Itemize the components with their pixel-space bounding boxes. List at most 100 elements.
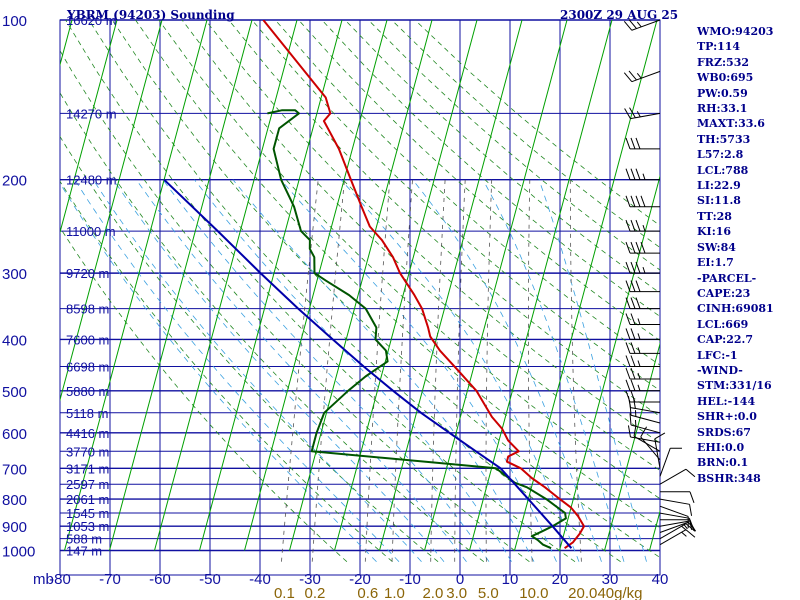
isotherm: [154, 20, 298, 551]
mixing-ratio-line: [528, 179, 533, 562]
wind-barb: [659, 498, 693, 516]
pressure-tick-label: 500: [2, 384, 27, 401]
isotherm: [424, 20, 568, 551]
mixing-ratio-line: [391, 179, 413, 562]
barb-flag: [640, 241, 646, 254]
profiles: [163, 20, 585, 550]
barb-flag: [689, 504, 693, 516]
dry-adiabat: [205, 20, 660, 444]
barb-flag: [630, 137, 636, 150]
barb-flag: [689, 491, 695, 503]
mixing-ratio-line: [569, 179, 582, 562]
dry-adiabat: [181, 20, 660, 471]
barb-flag: [687, 521, 697, 532]
height-label: 7600 m: [66, 332, 109, 347]
index-line: KI:16: [697, 225, 732, 239]
wind-barbs: [623, 19, 697, 546]
dry-adiabat: [60, 180, 393, 563]
wind-barb: [624, 107, 661, 120]
barb-flag: [628, 19, 637, 29]
height-label: 11000 m: [66, 224, 116, 239]
barb-half-flag: [637, 347, 641, 354]
isotherm: [109, 20, 253, 551]
barb-flag: [627, 425, 631, 438]
index-line: CAPE:23: [697, 286, 751, 300]
height-label: 16620 m: [66, 13, 117, 28]
dry-adiabat: [88, 20, 621, 563]
index-line: BSHR:348: [697, 471, 761, 485]
height-label: 8598 m: [66, 302, 109, 317]
index-line: BRN:0.1: [697, 456, 749, 470]
barb-staff: [659, 498, 690, 505]
pressure-tick-label: 200: [2, 173, 27, 190]
height-label: 9720 m: [66, 266, 109, 281]
barb-flag: [685, 523, 696, 532]
stability-indices-panel: WMO:94203 TP:114 FRZ:532 WB0:695 PW:0.59 RH:3…: [697, 24, 774, 486]
wind-barb: [625, 313, 660, 325]
index-line: LI:22.9: [697, 179, 741, 193]
barb-half-flag: [637, 384, 641, 391]
mixing-ratio-label: 2.0: [422, 585, 443, 600]
wind-barb: [625, 328, 660, 340]
moist-adiabat: [232, 179, 535, 562]
wind-barb: [625, 261, 660, 274]
barb-flag: [630, 342, 636, 354]
barb-flag: [685, 468, 696, 478]
wind-barb: [625, 379, 660, 392]
barb-flag: [630, 379, 636, 391]
barb-half-flag: [637, 333, 641, 340]
barb-flag: [635, 195, 641, 207]
barb-staff: [659, 520, 690, 527]
index-line: PW:0.59: [697, 86, 748, 100]
index-line: MAXT:33.6: [697, 117, 765, 131]
wind-barb: [625, 367, 660, 380]
index-line: EI:1.7: [697, 256, 734, 270]
pressure-tick-label: 800: [2, 492, 27, 509]
temperature-tick-label: 30: [602, 571, 619, 588]
barb-staff: [659, 468, 687, 485]
temperature-tick-label: 40: [652, 571, 669, 588]
index-line: LCL:788: [697, 163, 749, 177]
index-line: EHI:0.0: [697, 440, 745, 454]
index-line: FRZ:532: [697, 55, 750, 69]
barb-staff: [659, 529, 687, 546]
barb-staff: [659, 523, 687, 540]
barb-flag: [632, 396, 636, 409]
barb-staff: [659, 505, 689, 517]
barb-flag: [635, 137, 641, 150]
wind-barb: [660, 491, 695, 503]
barb-staff: [654, 438, 661, 469]
index-line: SHR+:0.0: [697, 410, 757, 424]
barb-flag: [623, 72, 633, 82]
barb-flag: [670, 447, 682, 449]
index-line: WB0:695: [697, 71, 754, 85]
mixing-ratio-line: [281, 179, 319, 562]
moist-adiabat: [482, 179, 625, 562]
barb-staff: [630, 112, 661, 120]
wind-barb: [659, 468, 696, 485]
isotherm: [64, 20, 208, 551]
wind-barb: [625, 280, 660, 293]
height-label: 14270 m: [66, 106, 117, 121]
moist-adiabat: [60, 182, 377, 562]
moist-adiabats: [60, 179, 647, 562]
moist-adiabat: [194, 179, 512, 562]
barb-flag: [625, 241, 631, 254]
barb-half-flag: [642, 224, 646, 232]
barb-flag: [635, 168, 641, 180]
index-line: STM:331/16: [697, 379, 772, 393]
height-label: 2597 m: [66, 477, 109, 492]
index-line: TP:114: [697, 40, 741, 54]
wind-barb: [659, 447, 682, 477]
wind-barb: [627, 425, 661, 443]
mixing-ratio-label: 3.0: [446, 585, 467, 600]
pressure-tick-label: 400: [2, 332, 27, 349]
barb-flag: [629, 403, 632, 416]
mixing-ratio-line: [364, 179, 391, 562]
wind-barb: [625, 168, 660, 181]
barb-flag: [625, 280, 631, 292]
wind-barb: [659, 529, 696, 546]
dry-adiabat: [60, 49, 530, 563]
barb-half-flag: [634, 410, 637, 417]
barb-half-flag: [637, 360, 641, 367]
